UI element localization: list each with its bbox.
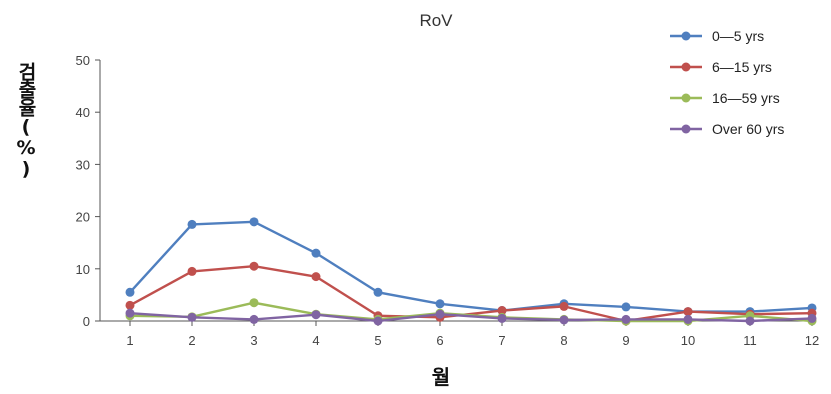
x-tick-label: 3: [250, 333, 257, 348]
data-point: [435, 299, 445, 309]
data-point: [249, 261, 259, 271]
legend-item: 0—5 yrs: [670, 28, 764, 44]
data-point: [559, 301, 569, 311]
data-point: [683, 314, 693, 324]
data-point: [435, 309, 445, 319]
data-point: [621, 314, 631, 324]
y-tick-label: 30: [76, 157, 90, 172]
series-4: [125, 308, 817, 326]
legend-marker: [681, 93, 691, 103]
x-tick-label: 1: [126, 333, 133, 348]
y-tick-label: 0: [83, 314, 90, 329]
x-axis-label: 월: [432, 365, 450, 389]
legend-marker: [681, 62, 691, 72]
data-point: [683, 307, 693, 317]
x-tick-label: 2: [188, 333, 195, 348]
data-point: [497, 306, 507, 316]
legend: 0—5 yrs 6—15 yrs 16—59 yrs Over 60 yrs: [670, 28, 784, 137]
data-point: [621, 302, 631, 312]
y-tick-label: 50: [76, 53, 90, 68]
chart-title: RoV: [419, 11, 453, 30]
data-point: [187, 266, 197, 276]
data-point: [187, 219, 197, 229]
legend-item: 16—59 yrs: [670, 90, 780, 106]
legend-marker: [681, 124, 691, 134]
x-tick-label: 11: [743, 333, 757, 348]
x-tick-label: 8: [560, 333, 567, 348]
series-line: [129, 220, 813, 313]
legend-label: 6—15 yrs: [712, 59, 772, 75]
data-point: [249, 298, 259, 308]
data-point: [311, 248, 321, 258]
series-line: [129, 264, 813, 323]
x-tick-label: 7: [498, 333, 505, 348]
x-tick-label: 4: [312, 333, 319, 348]
legend-item: Over 60 yrs: [670, 121, 784, 137]
x-tick-label: 9: [622, 333, 629, 348]
y-tick-label: 40: [76, 105, 90, 120]
data-point: [311, 272, 321, 282]
x-tick-label: 10: [681, 333, 695, 348]
series-line: [129, 311, 813, 323]
legend-label: 0—5 yrs: [712, 28, 764, 44]
legend-label: Over 60 yrs: [712, 121, 784, 137]
data-point: [807, 313, 817, 323]
data-point: [125, 308, 135, 318]
legend-marker: [681, 31, 691, 41]
data-point: [373, 287, 383, 297]
legend-label: 16—59 yrs: [712, 90, 780, 106]
data-point: [125, 287, 135, 297]
series-1: [125, 217, 817, 317]
legend-item: 6—15 yrs: [670, 59, 772, 75]
data-point: [249, 217, 259, 227]
data-point: [497, 313, 507, 323]
x-tick-label: 5: [374, 333, 381, 348]
data-point: [187, 312, 197, 322]
series-layer: [125, 217, 817, 326]
data-point: [745, 316, 755, 326]
data-point: [373, 316, 383, 326]
x-tick-label: 12: [805, 333, 819, 348]
y-tick-label: 20: [76, 210, 90, 225]
data-point: [559, 315, 569, 325]
y-axis-label: 검출율(%): [15, 62, 37, 179]
x-tick-label: 6: [436, 333, 443, 348]
data-point: [125, 300, 135, 310]
y-tick-label: 10: [76, 262, 90, 277]
data-point: [249, 314, 259, 324]
data-point: [311, 310, 321, 320]
